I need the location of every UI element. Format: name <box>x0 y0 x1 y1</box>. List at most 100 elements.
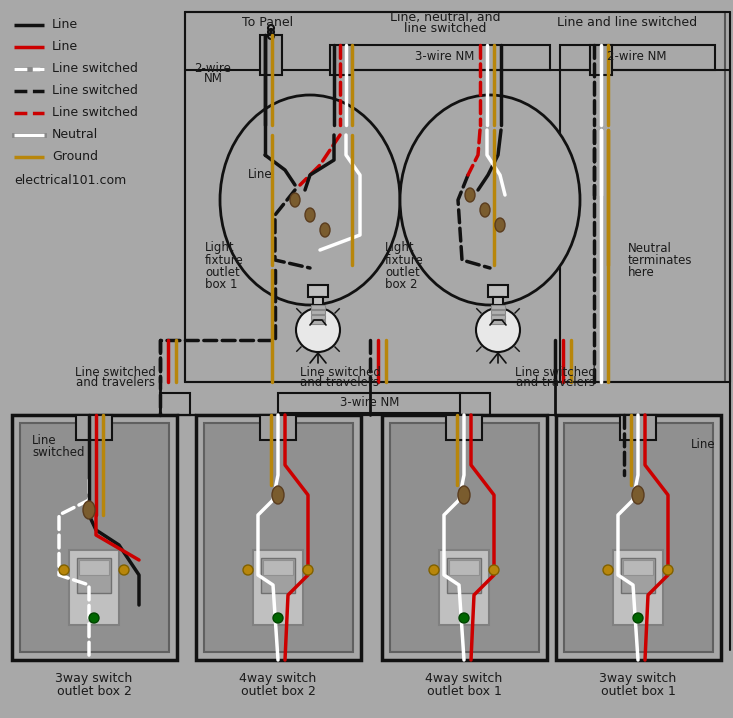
Circle shape <box>476 308 520 352</box>
Text: Line switched: Line switched <box>75 365 155 378</box>
Text: 4way switch: 4way switch <box>240 672 317 685</box>
Bar <box>160 393 190 415</box>
Bar <box>340 45 550 70</box>
Bar <box>311 320 325 324</box>
Bar <box>308 285 328 297</box>
Bar <box>253 550 303 625</box>
Text: Line: Line <box>248 169 273 182</box>
Text: electrical101.com: electrical101.com <box>14 174 126 187</box>
Bar <box>623 560 653 575</box>
Bar <box>12 415 177 660</box>
Ellipse shape <box>632 486 644 504</box>
Text: outlet box 1: outlet box 1 <box>427 685 501 698</box>
Bar <box>491 315 505 319</box>
Bar <box>439 550 489 625</box>
Bar <box>260 35 282 75</box>
Ellipse shape <box>458 486 470 504</box>
Bar <box>261 558 295 593</box>
Text: line switched: line switched <box>404 22 486 35</box>
Text: Line switched: Line switched <box>52 106 138 119</box>
Ellipse shape <box>495 218 505 232</box>
Bar <box>590 45 612 75</box>
Bar <box>311 315 325 319</box>
Ellipse shape <box>305 208 315 222</box>
Text: Line, neutral, and: Line, neutral, and <box>390 11 500 24</box>
Circle shape <box>663 565 673 575</box>
Bar <box>185 12 725 382</box>
Bar <box>446 415 482 440</box>
Text: 3way switch: 3way switch <box>56 672 133 685</box>
Ellipse shape <box>83 501 95 519</box>
Bar <box>460 393 490 415</box>
Bar <box>564 423 713 652</box>
Circle shape <box>59 565 69 575</box>
Bar <box>621 558 655 593</box>
Text: Line switched: Line switched <box>52 62 138 75</box>
Bar <box>560 45 715 70</box>
Bar <box>620 415 656 440</box>
Bar <box>196 415 361 660</box>
Text: Ground: Ground <box>52 151 98 164</box>
Bar <box>390 423 539 652</box>
Text: Light: Light <box>205 241 235 254</box>
Circle shape <box>633 613 643 623</box>
Bar <box>382 415 547 660</box>
Bar <box>20 423 169 652</box>
Text: outlet box 1: outlet box 1 <box>600 685 675 698</box>
Text: NM: NM <box>204 73 222 85</box>
Circle shape <box>459 613 469 623</box>
Circle shape <box>489 565 499 575</box>
Ellipse shape <box>320 223 330 237</box>
Text: Line and line switched: Line and line switched <box>557 16 697 29</box>
Text: terminates: terminates <box>628 253 693 266</box>
Bar <box>77 558 111 593</box>
Bar <box>69 550 119 625</box>
Text: Line: Line <box>52 40 78 54</box>
Text: 3-wire NM: 3-wire NM <box>416 50 475 63</box>
Text: 4way switch: 4way switch <box>425 672 503 685</box>
Text: box 1: box 1 <box>205 277 237 291</box>
Text: Light: Light <box>385 241 415 254</box>
Text: outlet box 2: outlet box 2 <box>240 685 315 698</box>
Bar <box>260 415 296 440</box>
Bar <box>330 45 352 75</box>
Text: 3way switch: 3way switch <box>600 672 677 685</box>
Bar <box>491 320 505 324</box>
Ellipse shape <box>220 95 400 305</box>
Circle shape <box>603 565 613 575</box>
Text: Line switched: Line switched <box>52 85 138 98</box>
Text: Line: Line <box>691 439 716 452</box>
Circle shape <box>243 565 253 575</box>
Bar <box>76 415 112 440</box>
Text: and travelers: and travelers <box>75 376 155 389</box>
Bar <box>311 305 325 309</box>
Text: Line switched: Line switched <box>300 365 380 378</box>
Text: outlet: outlet <box>205 266 240 279</box>
Bar <box>263 560 293 575</box>
Bar <box>447 558 481 593</box>
Text: 2-wire NM: 2-wire NM <box>607 50 667 63</box>
Bar <box>613 550 663 625</box>
Bar <box>488 285 508 297</box>
Bar <box>491 310 505 314</box>
Circle shape <box>429 565 439 575</box>
Circle shape <box>273 613 283 623</box>
Ellipse shape <box>480 203 490 217</box>
Text: Line switched: Line switched <box>515 365 595 378</box>
Text: Neutral: Neutral <box>628 241 672 254</box>
Text: Line: Line <box>52 19 78 32</box>
Text: 2-wire: 2-wire <box>194 62 232 75</box>
Circle shape <box>303 565 313 575</box>
Text: outlet: outlet <box>385 266 420 279</box>
Text: Neutral: Neutral <box>52 129 98 141</box>
Bar <box>449 560 479 575</box>
Ellipse shape <box>272 486 284 504</box>
Bar <box>556 415 721 660</box>
Text: fixture: fixture <box>385 253 424 266</box>
Text: box 2: box 2 <box>385 277 418 291</box>
Text: switched: switched <box>32 445 84 459</box>
Text: here: here <box>628 266 655 279</box>
Bar <box>79 560 109 575</box>
Text: and travelers: and travelers <box>515 376 594 389</box>
Text: Line: Line <box>32 434 56 447</box>
